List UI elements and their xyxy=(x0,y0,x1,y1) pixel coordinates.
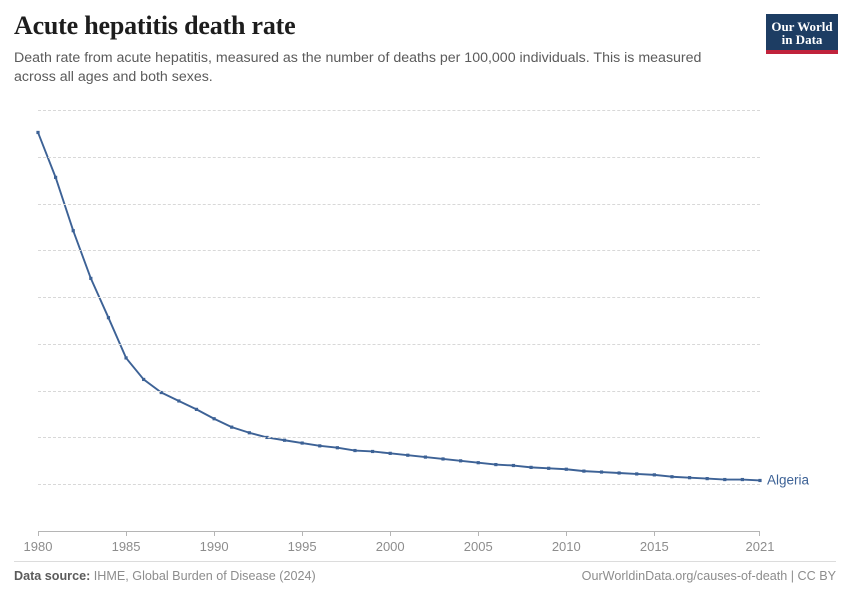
gridline xyxy=(38,343,760,345)
x-axis-tick-label: 2010 xyxy=(551,539,581,554)
line-chart-svg xyxy=(36,130,762,483)
data-point-marker xyxy=(282,438,287,442)
data-point-marker xyxy=(599,470,604,474)
data-point-marker xyxy=(494,462,498,467)
chart-subtitle: Death rate from acute hepatitis, measure… xyxy=(14,49,702,85)
data-point-marker xyxy=(230,425,234,429)
data-point-marker xyxy=(300,441,304,445)
our-world-in-data-logo[interactable]: Our World in Data xyxy=(766,14,838,54)
plot-region[interactable]: 00.511.522.533.544.5 xyxy=(36,110,762,532)
x-axis-tick-mark xyxy=(302,531,304,536)
x-axis-tick-label: 1980 xyxy=(23,539,53,554)
data-point-marker xyxy=(370,449,375,454)
data-point-marker xyxy=(54,175,58,179)
license-text[interactable]: OurWorldinData.org/causes-of-death | CC … xyxy=(581,569,836,583)
data-point-marker xyxy=(582,469,586,473)
x-axis-tick-label: 1995 xyxy=(287,539,317,554)
data-point-marker xyxy=(36,130,40,135)
data-point-marker xyxy=(335,446,339,450)
data-point-marker xyxy=(423,455,428,459)
chart-footer: Data source: IHME, Global Burden of Dise… xyxy=(14,569,836,583)
data-source-label: Data source: xyxy=(14,569,91,583)
gridline xyxy=(38,531,760,532)
x-axis-tick-mark xyxy=(126,531,128,536)
page-title: Acute hepatitis death rate xyxy=(14,11,296,40)
data-point-marker xyxy=(194,407,199,411)
gridline xyxy=(38,250,760,252)
gridline xyxy=(38,437,760,439)
x-axis-tick-mark xyxy=(214,531,216,536)
data-point-marker xyxy=(652,473,656,477)
gridline xyxy=(38,297,760,299)
data-point-marker xyxy=(740,477,744,482)
x-axis-tick-label: 1990 xyxy=(199,539,229,554)
data-point-marker xyxy=(687,476,692,480)
x-axis-tick-mark xyxy=(566,531,568,536)
chart-area: 00.511.522.533.544.5 1980 1985 1990 1995 200… xyxy=(0,95,850,555)
data-point-marker xyxy=(124,356,128,360)
data-point-marker xyxy=(564,467,568,471)
x-axis-tick-label: 1985 xyxy=(111,539,141,554)
series-line xyxy=(37,131,761,482)
data-point-marker xyxy=(511,463,516,468)
data-point-marker xyxy=(441,457,445,461)
data-source: Data source: IHME, Global Burden of Dise… xyxy=(14,569,316,583)
x-axis-tick-label: 2021 xyxy=(745,539,775,554)
gridline xyxy=(38,203,760,205)
data-point-marker xyxy=(723,477,727,482)
data-source-text: IHME, Global Burden of Disease (2024) xyxy=(93,569,316,583)
data-point-marker xyxy=(318,444,322,448)
data-point-marker xyxy=(106,316,111,320)
gridline xyxy=(38,110,760,111)
data-point-marker xyxy=(353,448,357,453)
data-point-marker xyxy=(177,399,181,403)
x-axis: 1980 1985 1990 1995 2000 2005 2010 2015 2021 xyxy=(24,531,774,557)
x-axis-tick-mark xyxy=(478,531,480,536)
data-point-marker xyxy=(247,431,251,435)
data-point-marker xyxy=(388,451,392,455)
data-point-marker xyxy=(705,477,709,481)
x-axis-tick-label: 2005 xyxy=(463,539,493,554)
data-point-marker xyxy=(212,417,216,421)
data-point-marker xyxy=(547,466,551,470)
data-point-marker xyxy=(459,459,463,463)
x-axis-tick-mark xyxy=(654,531,656,536)
data-point-marker xyxy=(406,453,410,457)
chart-header: Acute hepatitis death rate Death rate fr… xyxy=(14,11,754,87)
data-point-marker xyxy=(71,229,75,233)
gridline xyxy=(38,390,760,392)
x-axis-tick-mark xyxy=(38,531,39,536)
data-point-marker xyxy=(142,377,146,382)
data-point-marker xyxy=(635,472,639,476)
x-axis-tick-mark xyxy=(759,531,760,536)
logo-line-2: in Data xyxy=(781,31,823,47)
x-axis-tick-label: 2015 xyxy=(639,539,669,554)
data-point-marker xyxy=(758,478,762,483)
x-axis-tick-mark xyxy=(390,531,392,536)
data-point-marker xyxy=(670,475,674,479)
data-point-marker xyxy=(617,471,621,475)
logo-line-1: Our World xyxy=(771,18,833,34)
data-point-marker xyxy=(476,461,480,465)
data-point-marker xyxy=(529,465,533,469)
data-point-marker xyxy=(89,276,93,280)
data-point-marker xyxy=(159,390,163,395)
gridline xyxy=(38,156,760,158)
series-label-algeria[interactable]: Algeria xyxy=(767,472,810,488)
footer-divider xyxy=(14,561,836,562)
gridline xyxy=(38,484,760,486)
x-axis-tick-label: 2000 xyxy=(375,539,405,554)
